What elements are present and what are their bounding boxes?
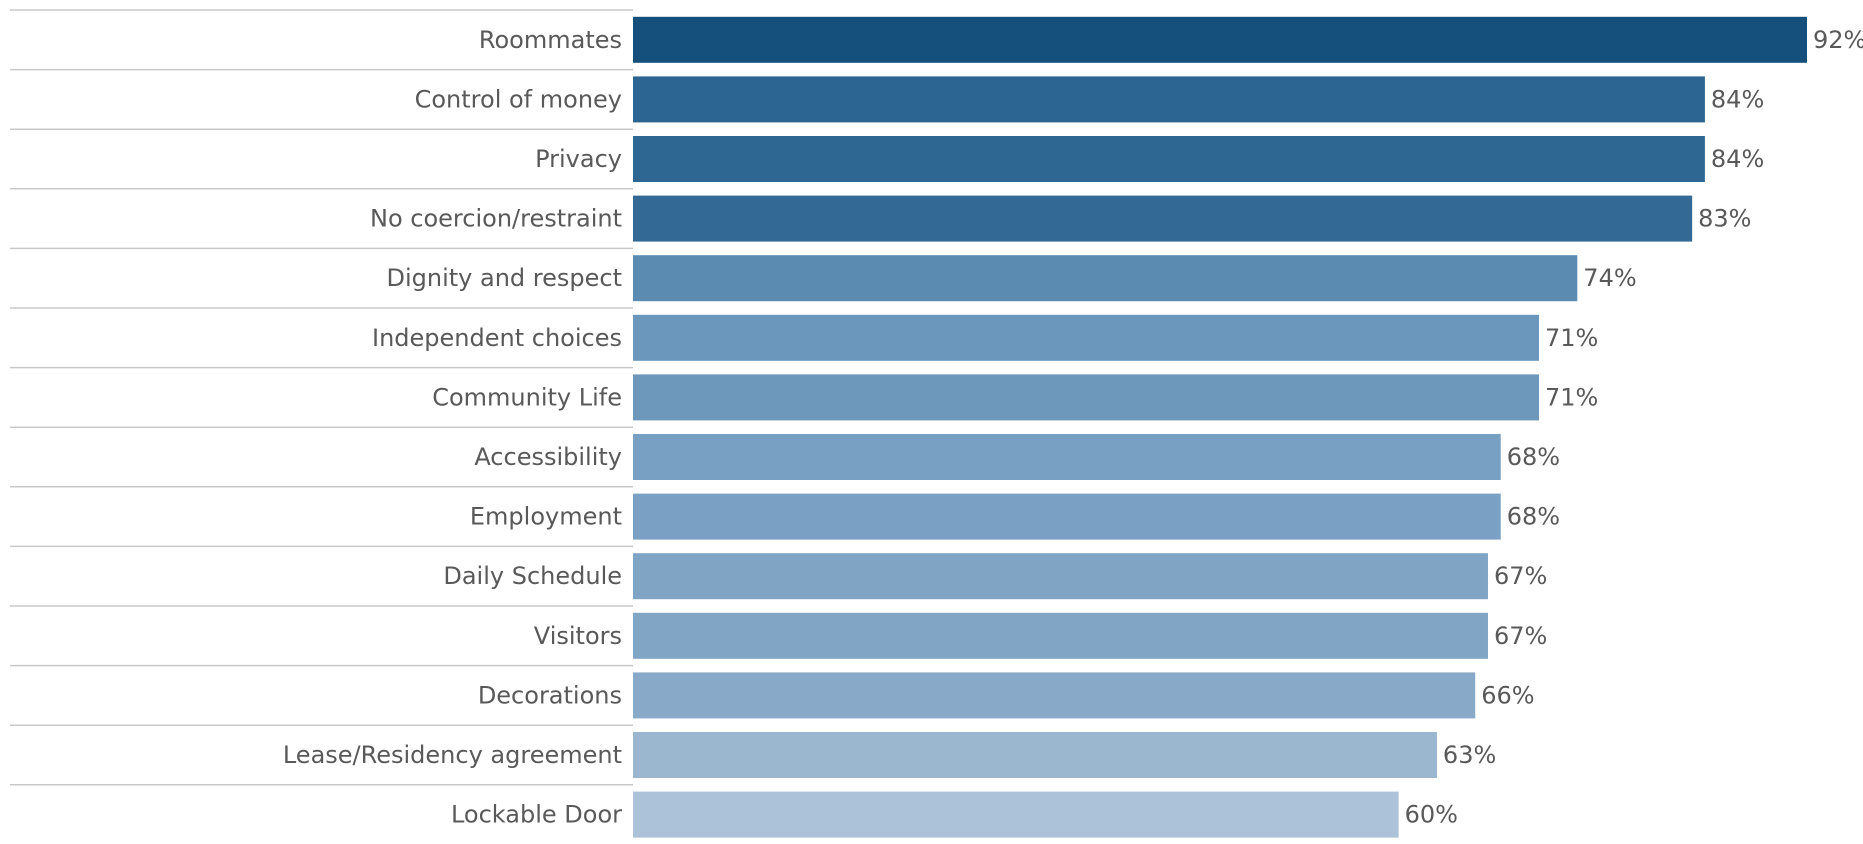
bar [633, 434, 1501, 480]
category-label: Dignity and respect [387, 264, 623, 292]
value-label: 92% [1813, 26, 1863, 54]
value-label: 74% [1583, 264, 1636, 292]
category-label: Lockable Door [451, 801, 622, 829]
category-label: No coercion/restraint [370, 205, 622, 233]
category-label: Daily Schedule [443, 562, 622, 590]
bar [633, 553, 1488, 600]
bar [633, 791, 1399, 838]
bar [633, 314, 1540, 361]
category-label: Independent choices [372, 324, 622, 352]
value-label: 71% [1545, 383, 1598, 411]
category-label: Lease/Residency agreement [283, 741, 622, 769]
bars-group [633, 16, 1807, 838]
category-label: Employment [470, 503, 622, 531]
value-label: 71% [1545, 324, 1598, 352]
value-label: 60% [1405, 801, 1458, 829]
bar [633, 612, 1488, 659]
bar [633, 76, 1705, 123]
category-labels: Roommates Control of money Privacy No coerc… [283, 26, 622, 829]
bar [633, 16, 1807, 63]
value-label: 63% [1443, 741, 1496, 769]
bar [633, 195, 1693, 242]
category-label: Privacy [535, 145, 622, 173]
bar [633, 672, 1476, 719]
value-label: 83% [1698, 205, 1751, 233]
category-label: Roommates [479, 26, 622, 54]
bar [633, 136, 1705, 182]
value-labels: 92% 84% 84% 83% 74% 71% 71% 68% 68% 67% 67% 66% 63% 6… [1405, 26, 1863, 829]
value-label: 68% [1507, 443, 1560, 471]
category-label: Accessibility [474, 443, 622, 471]
bar [633, 255, 1578, 302]
bar [633, 374, 1540, 421]
category-label: Control of money [415, 85, 622, 113]
bar [633, 732, 1437, 778]
category-label: Decorations [478, 681, 622, 709]
value-label: 84% [1711, 145, 1764, 173]
category-label: Community Life [432, 383, 622, 411]
row-separators [10, 9, 633, 786]
category-label: Visitors [534, 622, 622, 650]
bar [633, 493, 1501, 540]
value-label: 66% [1481, 681, 1534, 709]
value-label: 68% [1507, 503, 1560, 531]
value-label: 84% [1711, 85, 1764, 113]
value-label: 67% [1494, 622, 1547, 650]
value-label: 67% [1494, 562, 1547, 590]
